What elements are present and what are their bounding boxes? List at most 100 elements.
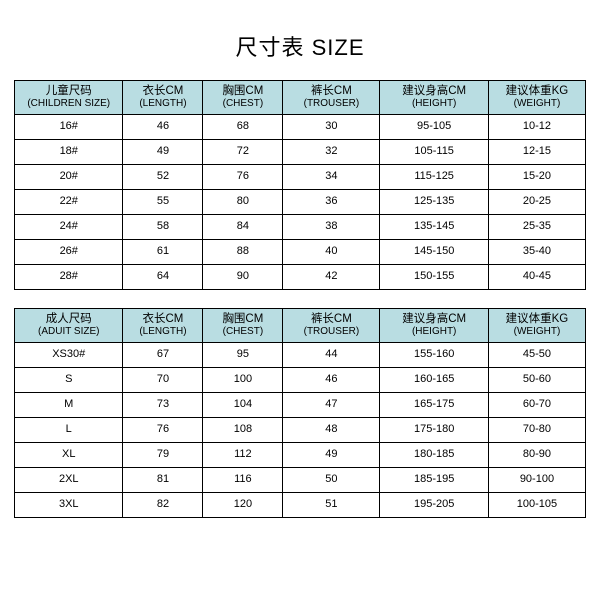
- table-cell: 49: [283, 442, 380, 467]
- table-cell: 25-35: [488, 214, 585, 239]
- table-cell: 82: [123, 492, 203, 517]
- table-cell: 84: [203, 214, 283, 239]
- table-cell: 155-160: [380, 342, 488, 367]
- table-cell: 160-165: [380, 367, 488, 392]
- table-row: 28#649042150-15540-45: [15, 264, 586, 289]
- table-cell: 175-180: [380, 417, 488, 442]
- col-header-length: 衣长CM (LENGTH): [123, 308, 203, 342]
- table-row: 26#618840145-15035-40: [15, 239, 586, 264]
- children-size-table: 儿童尺码 (CHILDREN SIZE) 衣长CM (LENGTH) 胸围CM …: [14, 80, 586, 290]
- table-cell: 32: [283, 139, 380, 164]
- table-cell: 90: [203, 264, 283, 289]
- table-cell: 51: [283, 492, 380, 517]
- table-cell: 61: [123, 239, 203, 264]
- table-cell: 20-25: [488, 189, 585, 214]
- table-cell: 105-115: [380, 139, 488, 164]
- size-chart-page: 尺寸表 SIZE 儿童尺码 (CHILDREN SIZE) 衣长CM (LENG…: [0, 0, 600, 600]
- table-cell: 81: [123, 467, 203, 492]
- table-cell: 22#: [15, 189, 123, 214]
- table-cell: 73: [123, 392, 203, 417]
- col-header-weight: 建议体重KG (WEIGHT): [488, 81, 585, 115]
- table-cell: 95-105: [380, 114, 488, 139]
- col-header-length: 衣长CM (LENGTH): [123, 81, 203, 115]
- table-cell: 112: [203, 442, 283, 467]
- table-cell: 76: [123, 417, 203, 442]
- children-header-row: 儿童尺码 (CHILDREN SIZE) 衣长CM (LENGTH) 胸围CM …: [15, 81, 586, 115]
- table-cell: 100-105: [488, 492, 585, 517]
- table-cell: 150-155: [380, 264, 488, 289]
- table-row: L7610848175-18070-80: [15, 417, 586, 442]
- table-cell: 3XL: [15, 492, 123, 517]
- table-row: XS30#679544155-16045-50: [15, 342, 586, 367]
- table-cell: 45-50: [488, 342, 585, 367]
- table-row: 2XL8111650185-19590-100: [15, 467, 586, 492]
- table-cell: 195-205: [380, 492, 488, 517]
- table-cell: 185-195: [380, 467, 488, 492]
- table-cell: 70-80: [488, 417, 585, 442]
- page-title: 尺寸表 SIZE: [235, 30, 364, 62]
- table-cell: XS30#: [15, 342, 123, 367]
- table-cell: 165-175: [380, 392, 488, 417]
- table-cell: S: [15, 367, 123, 392]
- table-cell: 145-150: [380, 239, 488, 264]
- table-cell: 68: [203, 114, 283, 139]
- table-cell: 10-12: [488, 114, 585, 139]
- table-row: 20#527634115-12515-20: [15, 164, 586, 189]
- table-cell: 80-90: [488, 442, 585, 467]
- table-cell: 58: [123, 214, 203, 239]
- table-cell: 100: [203, 367, 283, 392]
- table-cell: 115-125: [380, 164, 488, 189]
- col-header-trouser: 裤长CM (TROUSER): [283, 81, 380, 115]
- table-cell: 20#: [15, 164, 123, 189]
- table-cell: 47: [283, 392, 380, 417]
- table-cell: 48: [283, 417, 380, 442]
- table-cell: M: [15, 392, 123, 417]
- table-cell: 24#: [15, 214, 123, 239]
- table-cell: 50-60: [488, 367, 585, 392]
- table-row: 16#46683095-10510-12: [15, 114, 586, 139]
- table-cell: 15-20: [488, 164, 585, 189]
- table-cell: 135-145: [380, 214, 488, 239]
- col-header-weight: 建议体重KG (WEIGHT): [488, 308, 585, 342]
- table-cell: 38: [283, 214, 380, 239]
- table-cell: 104: [203, 392, 283, 417]
- table-cell: 2XL: [15, 467, 123, 492]
- table-cell: 88: [203, 239, 283, 264]
- col-header-size: 成人尺码 (ADUIT SIZE): [15, 308, 123, 342]
- table-row: XL7911249180-18580-90: [15, 442, 586, 467]
- col-header-height: 建议身高CM (HEIGHT): [380, 308, 488, 342]
- col-header-chest: 胸围CM (CHEST): [203, 308, 283, 342]
- table-row: M7310447165-17560-70: [15, 392, 586, 417]
- table-cell: 95: [203, 342, 283, 367]
- table-cell: 67: [123, 342, 203, 367]
- table-cell: 80: [203, 189, 283, 214]
- table-row: S7010046160-16550-60: [15, 367, 586, 392]
- table-cell: 90-100: [488, 467, 585, 492]
- table-cell: 34: [283, 164, 380, 189]
- table-cell: 120: [203, 492, 283, 517]
- col-header-chest: 胸围CM (CHEST): [203, 81, 283, 115]
- table-cell: 125-135: [380, 189, 488, 214]
- col-header-height: 建议身高CM (HEIGHT): [380, 81, 488, 115]
- table-cell: 42: [283, 264, 380, 289]
- table-row: 18#497232105-11512-15: [15, 139, 586, 164]
- table-cell: L: [15, 417, 123, 442]
- table-cell: 108: [203, 417, 283, 442]
- col-header-size: 儿童尺码 (CHILDREN SIZE): [15, 81, 123, 115]
- table-cell: 64: [123, 264, 203, 289]
- table-cell: 35-40: [488, 239, 585, 264]
- table-cell: 60-70: [488, 392, 585, 417]
- table-cell: 28#: [15, 264, 123, 289]
- table-cell: 30: [283, 114, 380, 139]
- table-cell: 50: [283, 467, 380, 492]
- table-cell: 70: [123, 367, 203, 392]
- table-cell: 52: [123, 164, 203, 189]
- col-header-trouser: 裤长CM (TROUSER): [283, 308, 380, 342]
- table-cell: 40: [283, 239, 380, 264]
- table-cell: 40-45: [488, 264, 585, 289]
- table-cell: 55: [123, 189, 203, 214]
- table-cell: 49: [123, 139, 203, 164]
- table-cell: 76: [203, 164, 283, 189]
- table-cell: 46: [123, 114, 203, 139]
- table-cell: 16#: [15, 114, 123, 139]
